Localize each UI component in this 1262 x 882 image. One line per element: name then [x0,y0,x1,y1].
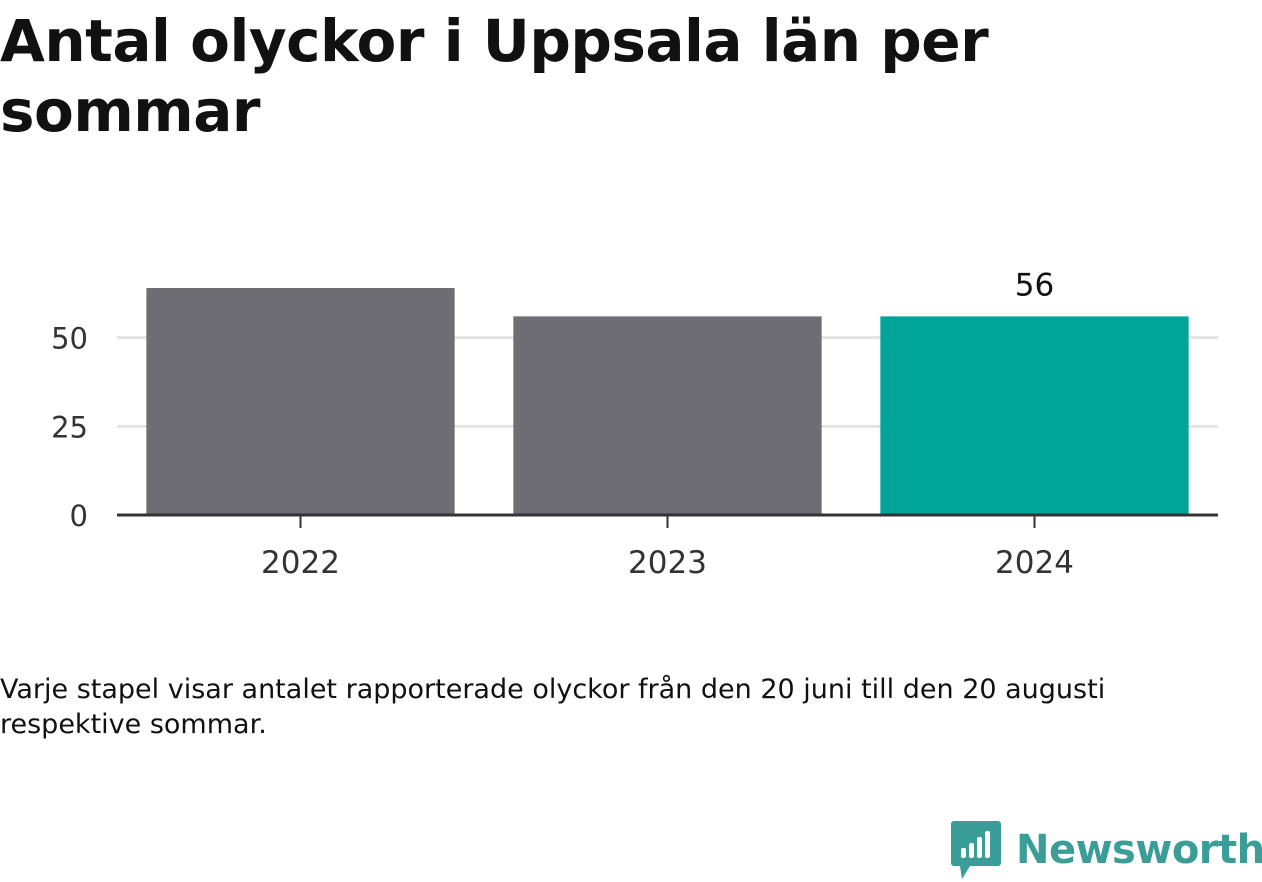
y-tick-label: 0 [70,499,88,533]
y-tick-label: 50 [51,322,88,356]
y-tick-label: 25 [51,410,88,444]
newsworthy-logo-icon [951,821,1001,879]
bar-2023 [513,316,822,515]
bar-2022 [146,288,455,515]
chart-title: Antal olyckor i Uppsala län per sommar [0,7,989,145]
brand: Newsworthy [950,818,1262,882]
chart-footnote: Varje stapel visar antalet rapporterade … [0,674,1106,740]
bar-2024 [880,316,1189,515]
x-tick-label: 2023 [628,545,707,581]
x-tick-label: 2022 [261,545,340,581]
axes [117,513,1218,528]
bar-chart: 0 25 50 2022 2023 2024 56 [51,267,1218,581]
labels: 0 25 50 2022 2023 2024 56 [51,267,1074,581]
bars [146,288,1189,515]
data-label: 56 [1015,267,1054,303]
x-tick-label: 2024 [995,545,1074,581]
brand-name: Newsworthy [1016,827,1262,873]
